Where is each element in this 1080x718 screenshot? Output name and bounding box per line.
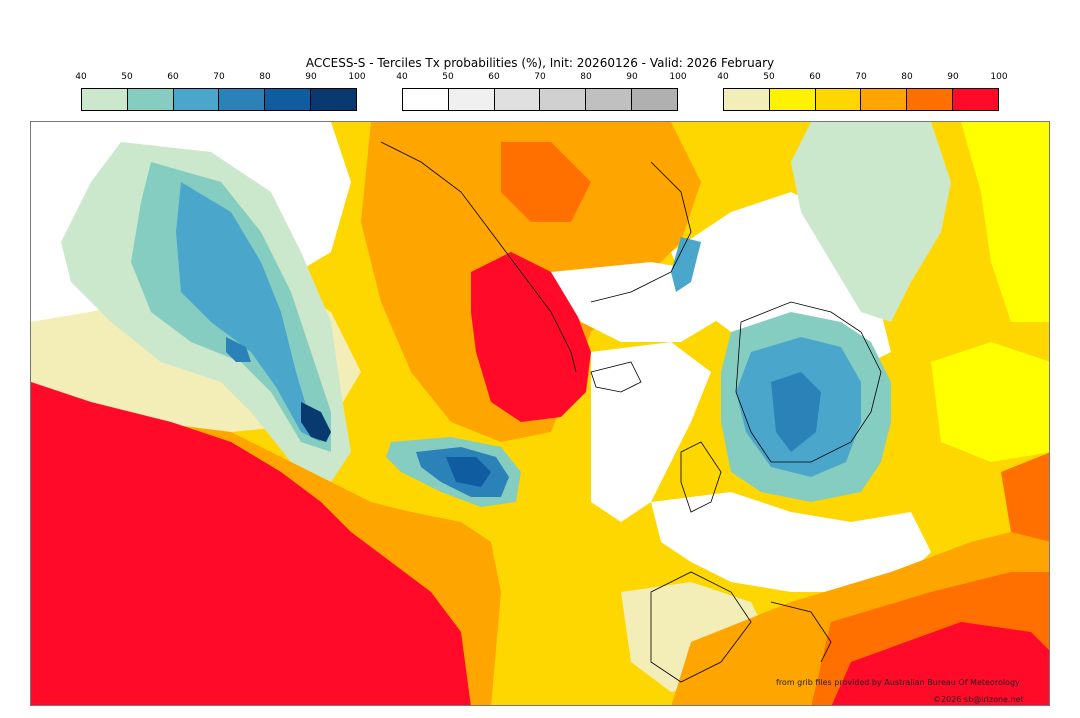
field-above-50 xyxy=(931,342,1049,462)
coastline-scandinavia xyxy=(735,301,882,463)
coastline-italy xyxy=(770,601,832,663)
colorbar-tick: 80 xyxy=(259,72,271,82)
colorbar-below-normal: 40 50 60 70 80 90 100 xyxy=(75,72,366,112)
field-below-40 xyxy=(791,122,951,322)
colorbar-tick: 80 xyxy=(901,72,913,82)
colorbar-swatches xyxy=(723,88,999,111)
colorbar-swatch-below-4 xyxy=(265,89,312,110)
colorbar-tick: 60 xyxy=(809,72,821,82)
field-above-50 xyxy=(961,122,1049,322)
colorbar-swatch-normal-1 xyxy=(448,89,495,110)
colorbar-swatch-above-2 xyxy=(815,89,862,110)
colorbar-swatch-above-5 xyxy=(953,89,998,110)
colorbar-swatch-normal-0 xyxy=(403,89,449,110)
source-credit: from grib files provided by Australian B… xyxy=(776,678,1020,687)
colorbar-tick: 40 xyxy=(75,72,87,82)
coastline-iberia xyxy=(650,571,752,683)
colorbar-swatch-below-1 xyxy=(127,89,174,110)
colorbar-swatch-above-3 xyxy=(861,89,908,110)
coastline-british-isles xyxy=(680,441,722,513)
colorbar-swatch-normal-4 xyxy=(586,89,633,110)
colorbar-tick: 60 xyxy=(167,72,179,82)
chart-title: ACCESS-S - Terciles Tx probabilities (%)… xyxy=(305,56,775,70)
coastline-iceland xyxy=(590,361,642,393)
colorbar-tick: 100 xyxy=(348,72,366,82)
coastlines xyxy=(380,141,882,683)
field-near-normal xyxy=(591,342,711,522)
colorbar-tick: 100 xyxy=(669,72,687,82)
field-below-100 xyxy=(301,402,331,442)
colorbar-swatch-below-3 xyxy=(219,89,266,110)
colorbar-swatch-below-5 xyxy=(311,89,356,110)
field-above-100 xyxy=(471,252,591,422)
colorbar-swatch-below-2 xyxy=(173,89,220,110)
colorbar-tick: 50 xyxy=(442,72,454,82)
colorbar-tick: 60 xyxy=(488,72,500,82)
colorbar-near-normal: 40 50 60 70 80 90 100 xyxy=(396,72,687,112)
colorbar-tick: 70 xyxy=(213,72,225,82)
colorbar-swatch-normal-2 xyxy=(494,89,541,110)
copyright-credit: ©2026 sb@irizone.net xyxy=(933,695,1024,704)
colorbar-swatch-normal-5 xyxy=(632,89,677,110)
field-below-60 xyxy=(671,237,701,292)
colorbar-tick: 50 xyxy=(121,72,133,82)
colorbar-tick: 50 xyxy=(763,72,775,82)
colorbar-swatch-normal-3 xyxy=(540,89,587,110)
field-below-80 xyxy=(446,457,491,487)
colorbar-swatches xyxy=(402,88,678,111)
field-below-60 xyxy=(176,182,321,442)
field-above-90 xyxy=(1001,452,1049,542)
coastline-greenland xyxy=(380,141,577,373)
field-below-70 xyxy=(226,337,251,362)
field-above-100 xyxy=(31,382,471,705)
colorbar-tick: 90 xyxy=(947,72,959,82)
probability-map: from grib files provided by Australian B… xyxy=(30,121,1050,706)
coastline-greenland-east xyxy=(590,161,692,303)
colorbar-tick: 100 xyxy=(990,72,1008,82)
colorbar-tick: 70 xyxy=(855,72,867,82)
colorbar-swatch-above-0 xyxy=(724,89,770,110)
field-above-90 xyxy=(501,142,591,222)
colorbar-tick: 40 xyxy=(717,72,729,82)
colorbar-swatches xyxy=(81,88,357,111)
colorbar-tick: 70 xyxy=(534,72,546,82)
colorbar-tick: 90 xyxy=(305,72,317,82)
colorbar-swatch-below-0 xyxy=(82,89,128,110)
map-field xyxy=(31,122,1049,705)
colorbar-tick: 90 xyxy=(626,72,638,82)
colorbar-swatch-above-1 xyxy=(769,89,816,110)
field-below-70 xyxy=(771,372,821,452)
field-near-normal xyxy=(651,492,931,592)
colorbar-above-normal: 40 50 60 70 80 90 100 xyxy=(717,72,1008,112)
colorbar-swatch-above-4 xyxy=(907,89,954,110)
colorbar-tick: 80 xyxy=(580,72,592,82)
colorbar-tick: 40 xyxy=(396,72,408,82)
field-above-100 xyxy=(831,622,1049,705)
